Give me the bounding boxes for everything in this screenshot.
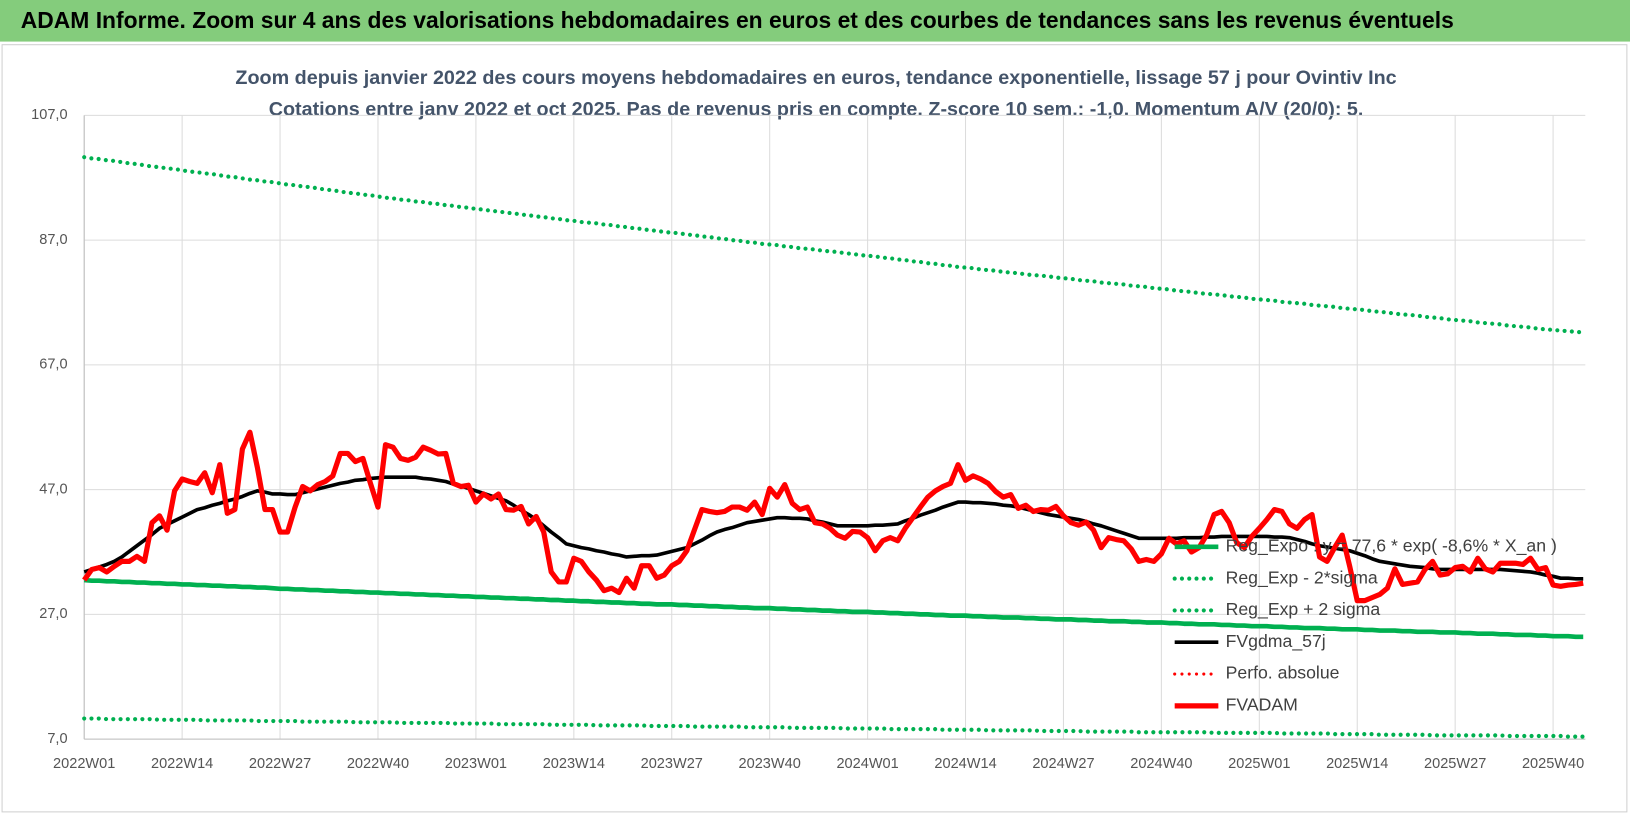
chart-frame — [1, 44, 1628, 813]
x-tick-label: 2024W27 — [1032, 756, 1094, 772]
x-tick-label: 2025W14 — [1326, 756, 1388, 772]
legend-label: Reg_Exp + 2 sigma — [1226, 599, 1381, 620]
y-tick-label: 7,0 — [47, 731, 67, 747]
legend-label: FVADAM — [1226, 695, 1298, 715]
x-tick-label: 2023W27 — [641, 756, 703, 772]
series-line — [84, 577, 1584, 640]
x-tick-label: 2022W14 — [151, 756, 213, 772]
x-tick-label: 2025W40 — [1522, 756, 1584, 772]
y-tick-label: 27,0 — [39, 606, 67, 622]
y-tick-label: 107,0 — [31, 107, 67, 123]
chart-subtitle: Cotations entre janv 2022 et oct 2025. P… — [269, 98, 1364, 120]
y-tick-label: 87,0 — [39, 232, 67, 248]
x-tick-label: 2023W01 — [445, 756, 507, 772]
header-bar — [0, 0, 1630, 42]
x-tick-label: 2025W01 — [1228, 756, 1290, 772]
legend-label: Reg_Expo : y = 77,6 * exp( -8,6% * X_an … — [1226, 535, 1557, 556]
x-tick-label: 2024W01 — [836, 756, 898, 772]
legend-label: FVgdma_57j — [1226, 631, 1326, 652]
x-tick-label: 2024W14 — [934, 756, 996, 772]
x-tick-label: 2023W40 — [739, 756, 801, 772]
chart-title: Zoom depuis janvier 2022 des cours moyen… — [235, 67, 1396, 89]
x-tick-label: 2022W27 — [249, 756, 311, 772]
x-tick-label: 2024W40 — [1130, 756, 1192, 772]
series-line — [82, 155, 1586, 335]
header-title: ADAM Informe. Zoom sur 4 ans des valoris… — [21, 7, 1454, 33]
x-tick-label: 2022W40 — [347, 756, 409, 772]
x-tick-label: 2025W27 — [1424, 756, 1486, 772]
y-tick-label: 47,0 — [39, 481, 67, 497]
series-line — [82, 716, 1586, 739]
x-tick-label: 2022W01 — [53, 756, 115, 772]
series-line — [82, 429, 1584, 604]
legend-label: Perfo. absolue — [1226, 663, 1340, 683]
x-tick-label: 2023W14 — [543, 756, 605, 772]
legend-label: Reg_Exp - 2*sigma — [1226, 567, 1378, 588]
y-tick-label: 67,0 — [39, 357, 67, 373]
